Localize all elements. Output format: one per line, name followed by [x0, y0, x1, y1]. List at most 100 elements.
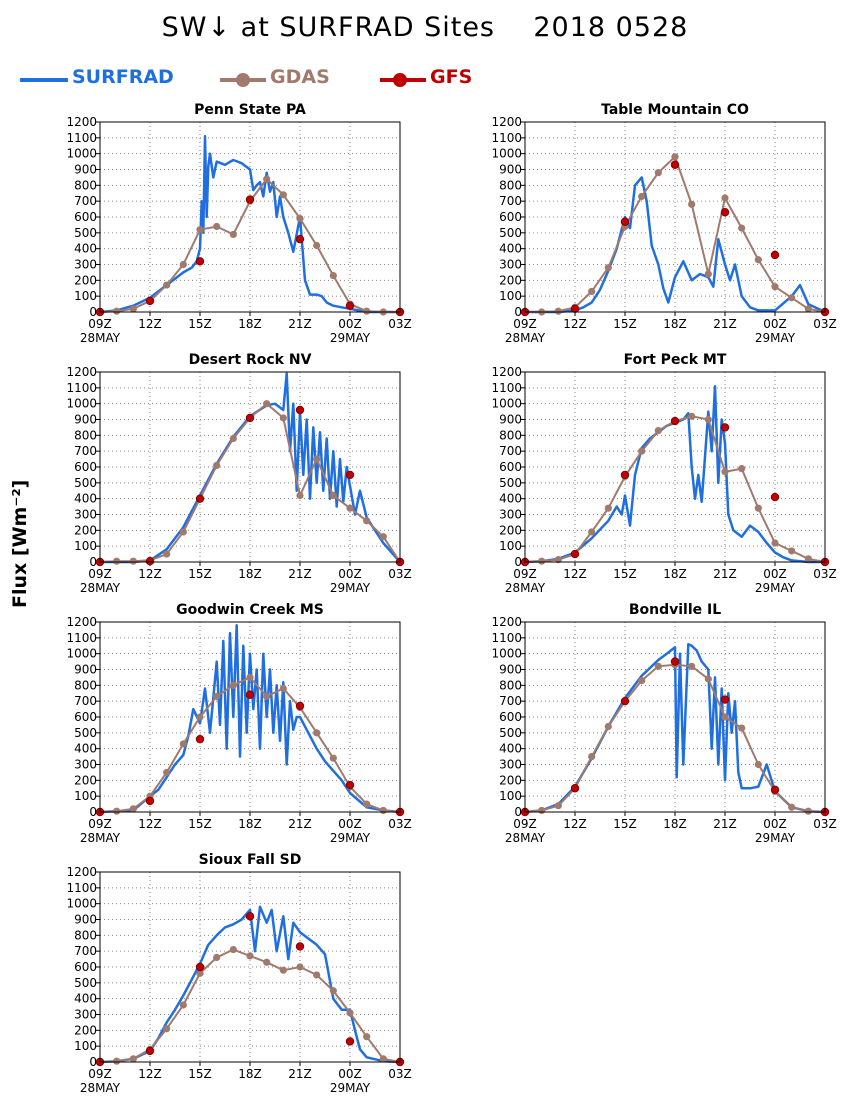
data-point-gfs — [670, 416, 680, 426]
y-tick-label: 1200 — [491, 365, 522, 379]
x-tick-label: 15Z — [613, 567, 637, 581]
x-tick-label: 21Z — [288, 317, 312, 331]
data-point-gfs — [570, 304, 580, 314]
y-tick-label: 500 — [74, 976, 97, 990]
y-tick-label: 600 — [499, 460, 522, 474]
x-tick-label: 18Z — [663, 567, 687, 581]
y-tick-label: 1000 — [491, 147, 522, 161]
x-tick-label: 18Z — [238, 1067, 262, 1081]
data-point-gdas — [363, 1033, 371, 1041]
data-point-gdas — [196, 226, 204, 234]
data-point-gdas — [554, 556, 562, 564]
x-tick-label: 00Z — [338, 1067, 362, 1081]
y-tick-label: 1000 — [66, 897, 97, 911]
data-point-gfs — [620, 217, 630, 226]
y-tick-label: 100 — [499, 789, 522, 803]
series-line-gdas — [99, 948, 401, 1063]
x-tick-label: 09Z — [513, 817, 537, 831]
data-point-gdas — [654, 169, 662, 177]
y-tick-label: 300 — [74, 758, 97, 772]
data-point-gdas — [296, 963, 304, 971]
x-tick-label: 21Z — [713, 567, 737, 581]
x-tick-label: 18Z — [238, 817, 262, 831]
x-tick-label: 09Z — [88, 817, 112, 831]
date-label: 28MAY — [505, 331, 546, 345]
date-label: 28MAY — [80, 581, 121, 595]
data-point-gdas — [229, 230, 237, 239]
data-point-gfs — [195, 494, 205, 503]
chart-title: Desert Rock NV — [189, 352, 312, 368]
y-tick-label: 800 — [499, 178, 522, 192]
x-tick-label: 00Z — [338, 317, 362, 331]
data-point-gdas — [688, 662, 696, 670]
data-point-gdas — [688, 412, 696, 420]
data-point-gfs — [145, 1046, 155, 1056]
data-point-gdas — [704, 415, 712, 424]
y-tick-label: 200 — [499, 273, 522, 287]
x-tick-label: 09Z — [513, 317, 537, 331]
y-tick-label: 900 — [74, 663, 97, 677]
y-tick-label: 1200 — [66, 615, 97, 629]
y-tick-label: 1200 — [66, 865, 97, 879]
chart-table-mountain: Table Mountain CO 09Z 12Z 15Z 18Z 21Z 00Z 03Z 28… — [491, 102, 836, 345]
y-tick-label: 600 — [74, 210, 97, 224]
y-tick-label: 0 — [514, 555, 522, 569]
y-tick-label: 1100 — [66, 881, 97, 895]
series-line-surfrad — [525, 176, 826, 314]
data-point-gdas — [788, 547, 796, 555]
y-tick-label: 500 — [499, 726, 522, 740]
data-point-gfs — [570, 549, 580, 559]
y-tick-label: 700 — [499, 194, 522, 208]
data-point-gdas — [604, 504, 612, 512]
y-tick-label: 600 — [499, 710, 522, 724]
x-tick-label: 00Z — [338, 567, 362, 581]
y-tick-label: 1000 — [491, 397, 522, 411]
data-point-gfs — [670, 657, 680, 666]
y-tick-label: 700 — [499, 444, 522, 458]
legend-item-surfrad: SURFRAD — [18, 62, 188, 98]
data-point-gdas — [163, 550, 171, 558]
legend-swatch-gdas — [220, 73, 266, 87]
y-tick-label: 1000 — [66, 647, 97, 661]
y-tick-label: 1000 — [66, 147, 97, 161]
y-tick-label: 500 — [499, 226, 522, 240]
data-point-gdas — [296, 491, 304, 500]
y-tick-label: 300 — [499, 508, 522, 522]
y-tick-label: 700 — [74, 694, 97, 708]
data-point-gdas — [688, 200, 696, 208]
data-point-gdas — [638, 192, 646, 201]
data-point-gdas — [604, 264, 612, 272]
data-point-gdas — [263, 175, 271, 183]
x-tick-label: 21Z — [713, 317, 737, 331]
data-point-gdas — [654, 426, 662, 435]
data-point-gfs — [770, 785, 780, 795]
x-tick-label: 12Z — [563, 817, 587, 831]
data-point-gfs — [620, 696, 630, 706]
plot-frame — [524, 371, 826, 563]
data-point-gdas — [721, 194, 729, 202]
chart-bondville: Bondville IL 09Z 12Z 15Z 18Z 21Z 00Z 03Z 28MAY 29… — [491, 602, 836, 845]
data-point-gdas — [638, 676, 646, 685]
date-label: 29MAY — [330, 331, 371, 345]
series-line-surfrad — [99, 623, 401, 814]
chart-title: Sioux Fall SD — [199, 852, 302, 868]
legend-item-gfs: GFS — [378, 62, 498, 98]
data-point-gdas — [754, 256, 762, 264]
plot-frame — [99, 621, 401, 813]
y-tick-label: 1100 — [491, 381, 522, 395]
data-point-gdas — [229, 434, 237, 443]
chart-title: Fort Peck MT — [624, 352, 727, 368]
y-tick-label: 600 — [74, 960, 97, 974]
date-label: 29MAY — [755, 581, 796, 595]
x-tick-label: 09Z — [88, 1067, 112, 1081]
data-point-gdas — [163, 281, 171, 289]
y-tick-label: 1200 — [66, 115, 97, 129]
y-tick-label: 0 — [514, 805, 522, 819]
data-point-gfs — [295, 405, 305, 415]
data-point-gfs — [245, 413, 255, 423]
data-point-gfs — [670, 160, 680, 169]
y-tick-label: 1100 — [66, 381, 97, 395]
data-point-gdas — [329, 987, 337, 995]
data-point-gfs — [295, 234, 305, 244]
data-point-gfs — [195, 734, 205, 744]
